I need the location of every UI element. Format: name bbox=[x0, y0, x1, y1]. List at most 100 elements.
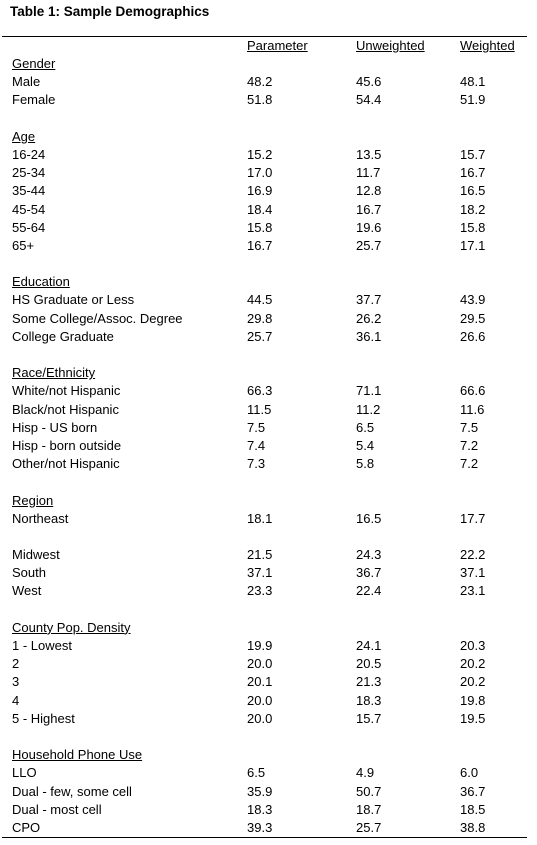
parameter-value: 48.2 bbox=[247, 74, 273, 90]
section-spacer bbox=[0, 110, 537, 128]
row-label: CPO bbox=[12, 819, 41, 835]
section-heading-row: Region bbox=[0, 492, 537, 510]
table-section: Gender Male 48.2 45.6 48.1 Female 51.8 54.4 51.9 bbox=[0, 55, 537, 128]
weighted-value: 51.9 bbox=[460, 92, 486, 108]
row-label: Male bbox=[12, 74, 41, 90]
unweighted-value: 15.7 bbox=[356, 710, 382, 726]
section-heading: Race/Ethnicity bbox=[12, 365, 96, 381]
table-row: 65+ 16.7 25.7 17.1 bbox=[0, 237, 537, 255]
table-row: Northeast 18.1 16.5 17.7 bbox=[0, 510, 537, 528]
table-row: Female 51.8 54.4 51.9 bbox=[0, 91, 537, 109]
parameter-value: 44.5 bbox=[247, 292, 273, 308]
table-section: County Pop. Density 1 - Lowest 19.9 24.1 20.… bbox=[0, 619, 537, 746]
row-label: 35-44 bbox=[12, 183, 46, 199]
row-label: Northeast bbox=[12, 510, 69, 526]
unweighted-value: 20.5 bbox=[356, 656, 382, 672]
table-row: Dual - most cell 18.3 18.7 18.5 bbox=[0, 801, 537, 819]
row-label: South bbox=[12, 565, 46, 581]
unweighted-value: 6.5 bbox=[356, 419, 375, 435]
weighted-value: 36.7 bbox=[460, 783, 486, 799]
row-label: 5 - Highest bbox=[12, 710, 75, 726]
row-label: 65+ bbox=[12, 237, 35, 253]
table-row: CPO 39.3 25.7 38.8 bbox=[0, 819, 537, 837]
parameter-value: 39.3 bbox=[247, 819, 273, 835]
table-row: 25-34 17.0 11.7 16.7 bbox=[0, 164, 537, 182]
section-heading: Gender bbox=[12, 56, 56, 71]
parameter-value: 29.8 bbox=[247, 310, 273, 326]
section-heading-row: Age bbox=[0, 128, 537, 146]
table-section: Region Northeast 18.1 16.5 17.7 Midwest 21.5 24… bbox=[0, 492, 537, 619]
parameter-value: 7.5 bbox=[247, 419, 266, 435]
unweighted-value: 25.7 bbox=[356, 237, 382, 253]
parameter-value: 51.8 bbox=[247, 92, 273, 108]
unweighted-value: 11.7 bbox=[356, 165, 381, 181]
unweighted-value: 5.4 bbox=[356, 437, 375, 453]
unweighted-value: 13.5 bbox=[356, 146, 382, 162]
table-row: South 37.1 36.7 37.1 bbox=[0, 564, 537, 582]
column-header-weighted: Weighted bbox=[460, 38, 515, 53]
weighted-value: 23.1 bbox=[460, 583, 486, 599]
unweighted-value: 4.9 bbox=[356, 765, 375, 781]
section-heading: Region bbox=[12, 492, 54, 508]
weighted-value: 19.8 bbox=[460, 692, 486, 708]
unweighted-value: 36.7 bbox=[356, 565, 382, 581]
weighted-value: 38.8 bbox=[460, 819, 486, 835]
section-heading: Education bbox=[12, 274, 70, 290]
parameter-value: 23.3 bbox=[247, 583, 273, 599]
table-row bbox=[0, 528, 537, 546]
table-row: 16-24 15.2 13.5 15.7 bbox=[0, 146, 537, 164]
parameter-value: 17.0 bbox=[247, 165, 273, 181]
weighted-value: 17.1 bbox=[460, 237, 486, 253]
parameter-value: 35.9 bbox=[247, 783, 273, 799]
unweighted-value: 71.1 bbox=[356, 383, 382, 399]
parameter-value: 19.9 bbox=[247, 638, 273, 653]
weighted-value: 43.9 bbox=[460, 292, 486, 308]
parameter-value: 11.5 bbox=[247, 401, 272, 417]
table-row: Black/not Hispanic 11.5 11.2 11.6 bbox=[0, 401, 537, 419]
row-label: Dual - few, some cell bbox=[12, 783, 132, 799]
row-label: Other/not Hispanic bbox=[12, 456, 120, 472]
weighted-value: 7.5 bbox=[460, 419, 479, 435]
weighted-value: 11.6 bbox=[460, 401, 485, 417]
section-heading: County Pop. Density bbox=[12, 619, 131, 635]
row-label: White/not Hispanic bbox=[12, 383, 121, 399]
unweighted-value: 36.1 bbox=[356, 328, 382, 344]
unweighted-value: 45.6 bbox=[356, 74, 382, 90]
weighted-value: 22.2 bbox=[460, 547, 486, 563]
section-heading-row: Gender bbox=[0, 55, 537, 73]
parameter-value: 16.7 bbox=[247, 237, 273, 253]
row-label: 45-54 bbox=[12, 201, 46, 217]
weighted-value: 20.2 bbox=[460, 674, 486, 690]
parameter-value: 66.3 bbox=[247, 383, 273, 399]
weighted-value: 20.3 bbox=[460, 638, 486, 653]
row-label: Female bbox=[12, 92, 56, 108]
section-spacer bbox=[0, 255, 537, 273]
table-body: Gender Male 48.2 45.6 48.1 Female 51.8 54.4 51.9… bbox=[0, 55, 537, 837]
table-row: 55-64 15.8 19.6 15.8 bbox=[0, 219, 537, 237]
row-label: 25-34 bbox=[12, 165, 46, 181]
table-row: 3 20.1 21.3 20.2 bbox=[0, 673, 537, 691]
unweighted-value: 19.6 bbox=[356, 219, 382, 235]
top-rule bbox=[2, 36, 527, 37]
table-row: 35-44 16.9 12.8 16.5 bbox=[0, 182, 537, 200]
table-title: Table 1: Sample Demographics bbox=[10, 4, 210, 19]
weighted-value: 18.2 bbox=[460, 201, 486, 217]
row-label: Some College/Assoc. Degree bbox=[12, 310, 183, 326]
section-spacer bbox=[0, 346, 537, 364]
table-row: White/not Hispanic 66.3 71.1 66.6 bbox=[0, 382, 537, 400]
parameter-value: 20.1 bbox=[247, 674, 273, 690]
parameter-value: 20.0 bbox=[247, 692, 273, 708]
parameter-value: 6.5 bbox=[247, 765, 266, 781]
unweighted-value: 54.4 bbox=[356, 92, 382, 108]
section-heading: Age bbox=[12, 128, 36, 144]
weighted-value: 20.2 bbox=[460, 656, 486, 672]
column-header-parameter: Parameter bbox=[247, 38, 308, 53]
bottom-rule bbox=[2, 837, 527, 838]
weighted-value: 37.1 bbox=[460, 565, 486, 581]
weighted-value: 16.7 bbox=[460, 165, 486, 181]
weighted-value: 48.1 bbox=[460, 74, 486, 90]
table-row: HS Graduate or Less 44.5 37.7 43.9 bbox=[0, 291, 537, 309]
weighted-value: 18.5 bbox=[460, 801, 486, 817]
table-row: Male 48.2 45.6 48.1 bbox=[0, 73, 537, 91]
section-heading-row: Education bbox=[0, 273, 537, 291]
